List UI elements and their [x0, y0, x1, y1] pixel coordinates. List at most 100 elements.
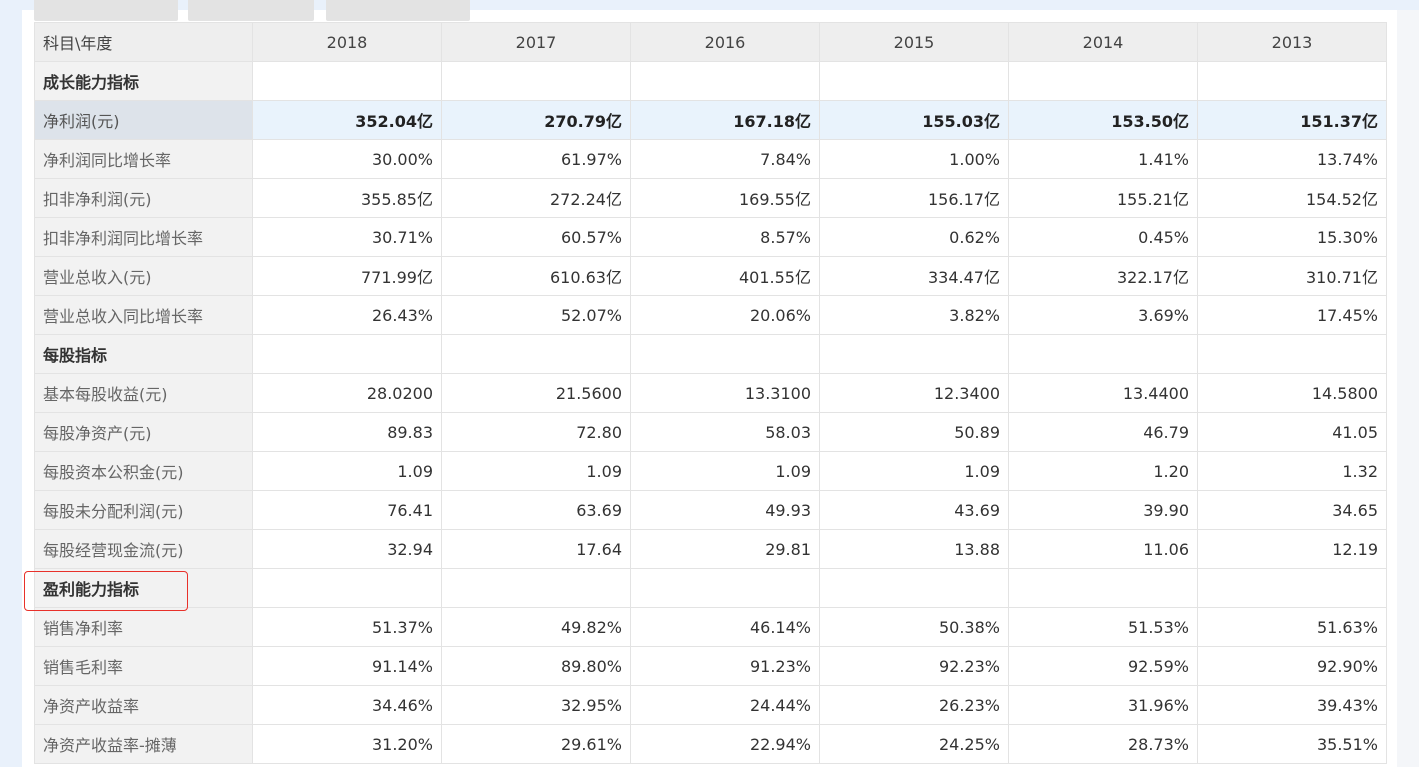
value-cell: 156.17亿: [819, 178, 1009, 218]
value-cell: [441, 334, 631, 374]
value-cell: [252, 61, 442, 101]
table-row: 扣非净利润(元) 355.85亿 272.24亿 169.55亿 156.17亿 155.…: [34, 178, 1387, 218]
value-cell: [819, 568, 1009, 608]
table-row: 营业总收入(元) 771.99亿 610.63亿 401.55亿 334.47亿 322.…: [34, 256, 1387, 296]
value-cell: 153.50亿: [1008, 100, 1198, 140]
table-row: 销售净利率 51.37% 49.82% 46.14% 50.38% 51.53% 51.63…: [34, 607, 1387, 647]
value-cell: [630, 568, 820, 608]
value-cell: 3.82%: [819, 295, 1009, 335]
table-row: 每股资本公积金(元) 1.09 1.09 1.09 1.09 1.20 1.32: [34, 451, 1387, 491]
year-header[interactable]: 2016: [630, 22, 820, 62]
value-cell: 0.45%: [1008, 217, 1198, 257]
value-cell: 154.52亿: [1197, 178, 1387, 218]
row-label: 营业总收入同比增长率: [34, 295, 253, 335]
scrollbar-track[interactable]: [1397, 10, 1419, 767]
value-cell: 92.90%: [1197, 646, 1387, 686]
value-cell: 31.96%: [1008, 685, 1198, 725]
value-cell: 39.90: [1008, 490, 1198, 530]
table-row: 基本每股收益(元) 28.0200 21.5600 13.3100 12.3400 13.…: [34, 373, 1387, 413]
table-header-row: 科目\年度 2018 2017 2016 2015 2014 2013: [34, 22, 1387, 62]
table-row: 净利润(元) 352.04亿 270.79亿 167.18亿 155.03亿 153.50…: [34, 100, 1387, 140]
value-cell: 610.63亿: [441, 256, 631, 296]
value-cell: 30.71%: [252, 217, 442, 257]
value-cell: 26.23%: [819, 685, 1009, 725]
row-label: 扣非净利润(元): [34, 178, 253, 218]
table-row: 每股净资产(元) 89.83 72.80 58.03 50.89 46.79 41.05: [34, 412, 1387, 452]
year-header[interactable]: 2017: [441, 22, 631, 62]
value-cell: 76.41: [252, 490, 442, 530]
value-cell: 92.23%: [819, 646, 1009, 686]
tab-1[interactable]: [34, 0, 178, 21]
table-row: 净资产收益率-摊薄 31.20% 29.61% 22.94% 24.25% 28.73% 3…: [34, 724, 1387, 764]
value-cell: [819, 61, 1009, 101]
value-cell: 39.43%: [1197, 685, 1387, 725]
value-cell: 24.25%: [819, 724, 1009, 764]
value-cell: 32.94: [252, 529, 442, 569]
value-cell: 8.57%: [630, 217, 820, 257]
value-cell: 1.09: [252, 451, 442, 491]
tab-3[interactable]: [326, 0, 470, 21]
tab-2[interactable]: [188, 0, 314, 21]
year-header[interactable]: 2013: [1197, 22, 1387, 62]
value-cell: 352.04亿: [252, 100, 442, 140]
financial-indicators-table: 科目\年度 2018 2017 2016 2015 2014 2013 成长能力…: [34, 22, 1387, 764]
row-label: 净资产收益率-摊薄: [34, 724, 253, 764]
value-cell: 12.19: [1197, 529, 1387, 569]
value-cell: 43.69: [819, 490, 1009, 530]
value-cell: 20.06%: [630, 295, 820, 335]
value-cell: 30.00%: [252, 139, 442, 179]
value-cell: 169.55亿: [630, 178, 820, 218]
value-cell: [1008, 568, 1198, 608]
value-cell: 167.18亿: [630, 100, 820, 140]
value-cell: 72.80: [441, 412, 631, 452]
row-label: 销售净利率: [34, 607, 253, 647]
year-header[interactable]: 2015: [819, 22, 1009, 62]
row-label: 基本每股收益(元): [34, 373, 253, 413]
value-cell: 1.32: [1197, 451, 1387, 491]
value-cell: 49.93: [630, 490, 820, 530]
value-cell: 270.79亿: [441, 100, 631, 140]
year-header[interactable]: 2018: [252, 22, 442, 62]
value-cell: 15.30%: [1197, 217, 1387, 257]
value-cell: 24.44%: [630, 685, 820, 725]
value-cell: 89.80%: [441, 646, 631, 686]
value-cell: 12.3400: [819, 373, 1009, 413]
year-header[interactable]: 2014: [1008, 22, 1198, 62]
value-cell: 58.03: [630, 412, 820, 452]
value-cell: 51.37%: [252, 607, 442, 647]
value-cell: 92.59%: [1008, 646, 1198, 686]
table-row: 营业总收入同比增长率 26.43% 52.07% 20.06% 3.82% 3.69% 17…: [34, 295, 1387, 335]
value-cell: [630, 61, 820, 101]
value-cell: 52.07%: [441, 295, 631, 335]
value-cell: 34.65: [1197, 490, 1387, 530]
table-row: 每股未分配利润(元) 76.41 63.69 49.93 43.69 39.90 34.65: [34, 490, 1387, 530]
row-label: 净利润(元): [34, 100, 253, 140]
value-cell: 61.97%: [441, 139, 631, 179]
value-cell: 11.06: [1008, 529, 1198, 569]
section-header-row: 每股指标: [34, 334, 1387, 374]
value-cell: 63.69: [441, 490, 631, 530]
value-cell: 14.5800: [1197, 373, 1387, 413]
value-cell: [252, 334, 442, 374]
value-cell: [1008, 334, 1198, 374]
value-cell: 3.69%: [1008, 295, 1198, 335]
row-label: 每股资本公积金(元): [34, 451, 253, 491]
value-cell: 310.71亿: [1197, 256, 1387, 296]
value-cell: 17.45%: [1197, 295, 1387, 335]
value-cell: [1008, 61, 1198, 101]
value-cell: 17.64: [441, 529, 631, 569]
value-cell: 50.38%: [819, 607, 1009, 647]
value-cell: 13.88: [819, 529, 1009, 569]
value-cell: 51.63%: [1197, 607, 1387, 647]
value-cell: 49.82%: [441, 607, 631, 647]
value-cell: 28.0200: [252, 373, 442, 413]
row-label: 销售毛利率: [34, 646, 253, 686]
table-row: 净资产收益率 34.46% 32.95% 24.44% 26.23% 31.96% 39.4…: [34, 685, 1387, 725]
value-cell: 13.3100: [630, 373, 820, 413]
value-cell: 355.85亿: [252, 178, 442, 218]
value-cell: 60.57%: [441, 217, 631, 257]
table-row: 每股经营现金流(元) 32.94 17.64 29.81 13.88 11.06 12.19: [34, 529, 1387, 569]
value-cell: 7.84%: [630, 139, 820, 179]
value-cell: [630, 334, 820, 374]
row-label: 每股经营现金流(元): [34, 529, 253, 569]
